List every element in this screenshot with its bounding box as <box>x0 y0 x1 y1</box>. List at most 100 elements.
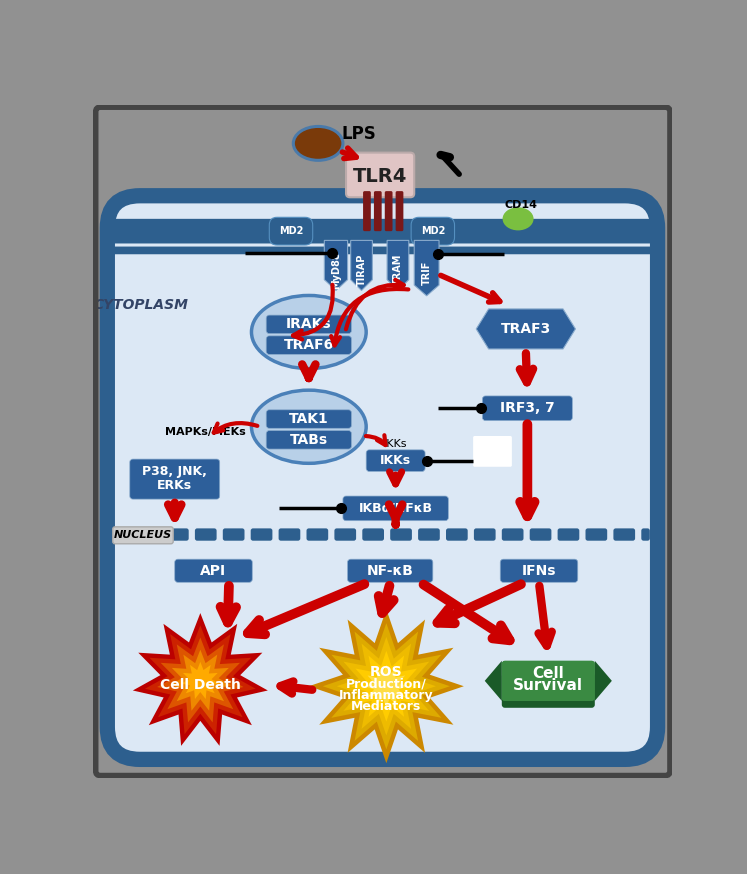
FancyBboxPatch shape <box>139 529 161 541</box>
Text: TAK1: TAK1 <box>289 412 329 426</box>
FancyBboxPatch shape <box>473 436 512 467</box>
FancyBboxPatch shape <box>418 529 440 541</box>
Polygon shape <box>157 637 244 723</box>
FancyBboxPatch shape <box>266 316 351 334</box>
Polygon shape <box>415 240 439 295</box>
FancyBboxPatch shape <box>108 246 657 254</box>
FancyBboxPatch shape <box>642 529 650 541</box>
FancyBboxPatch shape <box>385 191 392 231</box>
Text: P38, JNK,: P38, JNK, <box>143 465 207 478</box>
FancyBboxPatch shape <box>266 431 351 449</box>
FancyBboxPatch shape <box>266 336 351 354</box>
FancyBboxPatch shape <box>347 559 433 582</box>
FancyBboxPatch shape <box>266 410 351 428</box>
Polygon shape <box>365 664 408 708</box>
FancyBboxPatch shape <box>223 529 244 541</box>
Text: IKKs: IKKs <box>384 439 407 448</box>
Polygon shape <box>309 609 464 763</box>
Text: CD14: CD14 <box>505 200 538 210</box>
FancyBboxPatch shape <box>374 191 382 231</box>
FancyBboxPatch shape <box>411 218 454 245</box>
Text: Cell: Cell <box>533 666 564 681</box>
FancyBboxPatch shape <box>396 191 403 231</box>
Polygon shape <box>477 309 575 349</box>
Polygon shape <box>485 661 502 701</box>
FancyBboxPatch shape <box>279 529 300 541</box>
FancyBboxPatch shape <box>270 218 313 245</box>
Text: TRAM: TRAM <box>393 254 403 285</box>
Ellipse shape <box>292 125 344 162</box>
Text: CYTOPLASM: CYTOPLASM <box>94 298 189 312</box>
FancyBboxPatch shape <box>195 529 217 541</box>
Polygon shape <box>133 613 268 746</box>
Text: TRAF6: TRAF6 <box>284 338 334 352</box>
Ellipse shape <box>295 128 341 159</box>
Polygon shape <box>323 623 450 749</box>
FancyBboxPatch shape <box>108 196 657 760</box>
FancyBboxPatch shape <box>500 559 577 582</box>
FancyBboxPatch shape <box>113 527 173 544</box>
Text: TLR4: TLR4 <box>353 167 407 186</box>
Text: IKBα/NFκB: IKBα/NFκB <box>359 502 433 515</box>
FancyArrowPatch shape <box>331 289 409 345</box>
FancyArrowPatch shape <box>214 423 258 433</box>
Text: Survival: Survival <box>513 678 583 693</box>
Polygon shape <box>182 662 219 699</box>
Ellipse shape <box>252 390 366 463</box>
Polygon shape <box>145 625 255 734</box>
FancyBboxPatch shape <box>502 673 595 708</box>
Ellipse shape <box>503 207 533 231</box>
FancyBboxPatch shape <box>343 496 448 521</box>
Text: MD2: MD2 <box>421 226 445 236</box>
FancyBboxPatch shape <box>362 529 384 541</box>
FancyArrowPatch shape <box>346 280 403 329</box>
Text: TRAF3: TRAF3 <box>500 322 551 336</box>
FancyBboxPatch shape <box>175 559 252 582</box>
Text: IRF3, 7: IRF3, 7 <box>500 401 555 415</box>
FancyBboxPatch shape <box>306 529 328 541</box>
FancyArrowPatch shape <box>366 435 385 445</box>
Text: MyD88: MyD88 <box>331 251 341 288</box>
Text: NUCLEUS: NUCLEUS <box>114 531 172 540</box>
FancyBboxPatch shape <box>108 218 657 244</box>
FancyBboxPatch shape <box>502 529 524 541</box>
Polygon shape <box>337 637 436 736</box>
FancyBboxPatch shape <box>363 191 371 231</box>
Text: Mediators: Mediators <box>351 700 421 713</box>
Text: IRAKs: IRAKs <box>286 317 332 331</box>
Polygon shape <box>387 240 409 290</box>
FancyArrowPatch shape <box>293 285 333 339</box>
Polygon shape <box>324 240 347 290</box>
FancyBboxPatch shape <box>502 661 595 701</box>
Text: Inflammatory: Inflammatory <box>339 689 434 702</box>
FancyBboxPatch shape <box>335 529 356 541</box>
Text: IKKs: IKKs <box>380 454 411 467</box>
Polygon shape <box>170 649 232 711</box>
FancyBboxPatch shape <box>586 529 607 541</box>
Text: MD2: MD2 <box>279 226 303 236</box>
Text: ERKs: ERKs <box>157 479 192 492</box>
Polygon shape <box>350 651 422 722</box>
FancyBboxPatch shape <box>474 529 495 541</box>
FancyBboxPatch shape <box>530 529 551 541</box>
FancyBboxPatch shape <box>483 396 572 420</box>
FancyBboxPatch shape <box>446 529 468 541</box>
Text: Production/: Production/ <box>346 677 427 690</box>
Polygon shape <box>595 661 612 701</box>
Text: API: API <box>200 564 226 578</box>
Text: ROS: ROS <box>370 665 403 679</box>
FancyBboxPatch shape <box>167 529 189 541</box>
Text: MAPKs/MEKs: MAPKs/MEKs <box>165 427 246 437</box>
FancyBboxPatch shape <box>390 529 412 541</box>
Text: IFNs: IFNs <box>521 564 557 578</box>
Text: TIRAP: TIRAP <box>356 253 367 286</box>
FancyBboxPatch shape <box>111 529 133 541</box>
FancyBboxPatch shape <box>130 459 220 499</box>
Text: TABs: TABs <box>290 433 328 447</box>
Text: Cell Death: Cell Death <box>160 677 241 691</box>
Text: NF-κB: NF-κB <box>367 564 414 578</box>
Ellipse shape <box>252 295 366 369</box>
Text: TRIF: TRIF <box>421 260 432 285</box>
FancyBboxPatch shape <box>251 529 273 541</box>
Polygon shape <box>350 240 372 290</box>
